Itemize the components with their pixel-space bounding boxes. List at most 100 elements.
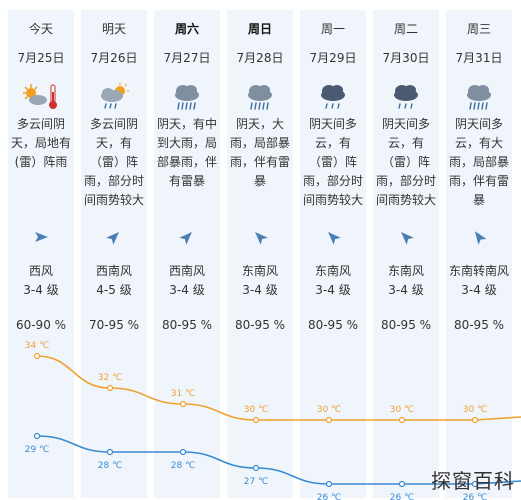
- description-line: （雷）阵: [381, 155, 430, 169]
- weekday-label: 明天: [101, 22, 126, 36]
- description-line: 暴: [253, 174, 266, 188]
- humidity: 80-95 %: [307, 318, 359, 332]
- wind-direction: 东南转南风: [448, 264, 509, 278]
- description-line: 雨，局部暴: [448, 155, 509, 169]
- day-card: [8, 10, 74, 498]
- humidity: 80-95 %: [453, 318, 505, 332]
- date-label: 7月26日: [90, 51, 138, 65]
- heavy-rain-icon: [446, 82, 512, 112]
- description-line: 雨，伴有雷: [448, 174, 509, 188]
- wind-level: 3-4 级: [23, 283, 59, 297]
- wind-level: 3-4 级: [315, 283, 351, 297]
- weekday-label: 周六: [174, 22, 199, 36]
- high-temp-label: 31 ℃: [171, 389, 195, 399]
- weather-description: 阴天间多 云，有 （雷）阵 雨，部分时 间雨势较大: [373, 115, 439, 210]
- description-line: 多云间阴: [89, 117, 138, 131]
- humidity: 80-95 %: [161, 318, 213, 332]
- humidity: 80-95 %: [234, 318, 286, 332]
- wind-direction: 东南风: [314, 264, 351, 278]
- high-temp-point: [471, 416, 479, 424]
- date-label: 7月30日: [382, 51, 430, 65]
- low-temp-point: [33, 432, 41, 440]
- weekday-label: 周日: [247, 22, 272, 36]
- sun-partly-cloudy-hot-icon: [8, 82, 74, 112]
- wind-level: 3-4 级: [169, 283, 205, 297]
- low-temp-label: 26 ℃: [390, 493, 414, 500]
- description-line: (雷）阵雨: [14, 155, 68, 169]
- high-temp-point: [106, 384, 114, 392]
- description-line: 部暴雨，伴: [156, 155, 217, 169]
- heavy-rain-icon: [227, 82, 293, 112]
- description-line: 天，有: [95, 136, 132, 150]
- description-line: 天，局地有: [10, 136, 71, 150]
- date-label: 7月27日: [163, 51, 211, 65]
- description-line: 云，有大: [454, 136, 503, 150]
- description-line: 阴天间多: [454, 117, 503, 131]
- low-temp-label: 27 ℃: [244, 477, 268, 487]
- high-temp-label: 32 ℃: [98, 373, 122, 383]
- weather-description: 阴天间多云，有大雨，局部暴雨，伴有雷暴: [446, 115, 512, 210]
- description-line: 暴: [472, 193, 485, 207]
- description-line: 阴天，有中: [156, 117, 217, 131]
- description-line: （雷）阵: [89, 155, 138, 169]
- wind-direction: 东南风: [387, 264, 424, 278]
- description-line: 雨，部分时: [302, 174, 363, 188]
- low-temp-point: [252, 464, 260, 472]
- description-line: 间雨势较大: [302, 193, 363, 207]
- low-temp-point: [471, 480, 479, 488]
- description-line: 阴天，大: [235, 117, 284, 131]
- low-temp-point: [398, 480, 406, 488]
- date-label: 7月29日: [309, 51, 357, 65]
- wind-level: 3-4 级: [388, 283, 424, 297]
- weekday-label: 周一: [320, 22, 345, 36]
- heavy-rain-icon: [154, 82, 220, 112]
- high-temp-label: 30 ℃: [317, 405, 341, 415]
- high-temp-label: 34 ℃: [25, 341, 49, 351]
- description-line: 雨，部分时: [83, 174, 144, 188]
- high-temp-label: 30 ℃: [390, 405, 414, 415]
- humidity: 70-95 %: [88, 318, 140, 332]
- low-temp-point: [325, 480, 333, 488]
- description-line: 雨，部分时: [375, 174, 436, 188]
- weekday-label: 周二: [393, 22, 418, 36]
- date-label: 7月25日: [17, 51, 65, 65]
- wind-level: 3-4 级: [242, 283, 278, 297]
- description-line: 雨，局部暴: [229, 136, 290, 150]
- low-temp-label: 26 ℃: [317, 493, 341, 500]
- description-line: 有雷暴: [168, 174, 205, 188]
- wind-arrow-icon: [300, 229, 366, 245]
- wind-direction: 西南风: [95, 264, 132, 278]
- high-temp-label: 30 ℃: [463, 405, 487, 415]
- low-temp-label: 28 ℃: [171, 461, 195, 471]
- weekday-label: 周三: [466, 22, 491, 36]
- date-label: 7月28日: [236, 51, 284, 65]
- high-temp-point: [398, 416, 406, 424]
- dark-cloud-rain-icon: [373, 82, 439, 112]
- low-temp-point: [179, 448, 187, 456]
- weekday-label: 今天: [28, 22, 53, 36]
- humidity: 60-90 %: [15, 318, 67, 332]
- high-temp-point: [252, 416, 260, 424]
- weather-description: 阴天，有中 到大雨，局 部暴雨，伴 有雷暴: [154, 115, 220, 191]
- high-temp-label: 30 ℃: [244, 405, 268, 415]
- low-temp-label: 26 ℃: [463, 493, 487, 500]
- high-temp-point: [33, 352, 41, 360]
- wind-arrow-icon: [227, 229, 293, 245]
- low-temp-point: [106, 448, 114, 456]
- low-temp-label: 28 ℃: [98, 461, 122, 471]
- humidity: 80-95 %: [380, 318, 432, 332]
- wind-level: 3-4 级: [461, 283, 497, 297]
- wind-arrow-icon: [446, 229, 512, 245]
- wind-direction: 西南风: [168, 264, 205, 278]
- wind-direction: 西风: [28, 264, 53, 278]
- watermark-text: 探窗百科: [431, 469, 515, 493]
- description-line: 间雨势较大: [375, 193, 436, 207]
- dark-cloud-rain-icon: [300, 82, 366, 112]
- description-line: 间雨势较大: [83, 193, 144, 207]
- low-temp-label: 29 ℃: [25, 445, 49, 455]
- description-line: 多云间阴: [16, 117, 65, 131]
- description-line: 云，有: [314, 136, 351, 150]
- wind-level: 4-5 级: [96, 283, 132, 297]
- weather-description: 阴天间多 云，有 （雷）阵 雨，部分时 间雨势较大: [300, 115, 366, 210]
